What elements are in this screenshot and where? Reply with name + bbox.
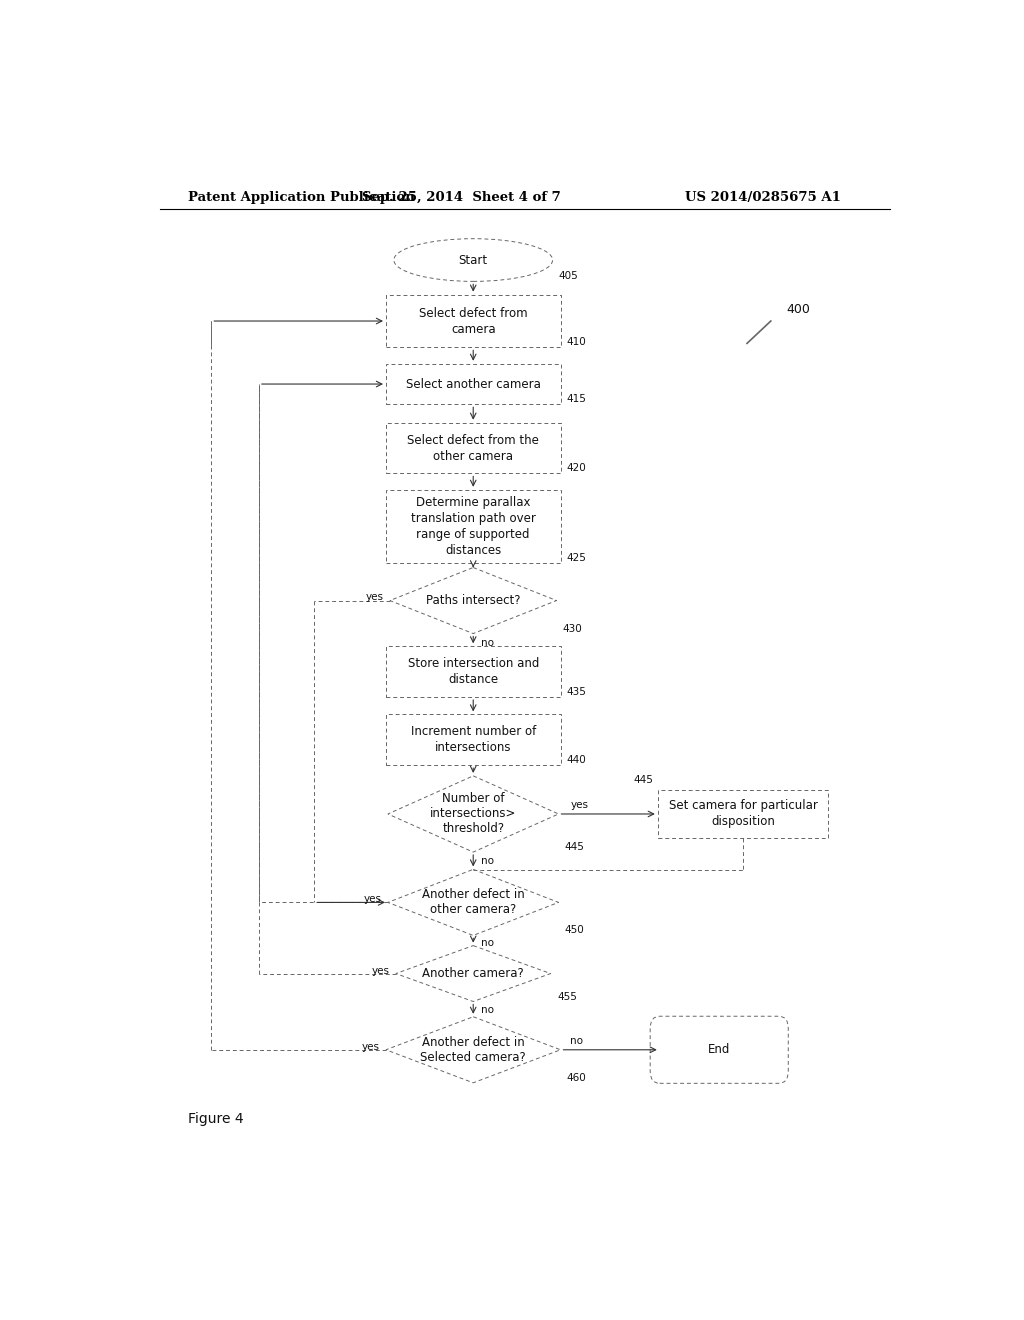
Text: Start: Start — [459, 253, 487, 267]
FancyBboxPatch shape — [386, 422, 560, 474]
Text: 450: 450 — [565, 925, 585, 936]
Text: yes: yes — [372, 965, 389, 975]
FancyBboxPatch shape — [657, 789, 828, 838]
Text: no: no — [481, 939, 495, 949]
Text: no: no — [481, 857, 495, 866]
FancyBboxPatch shape — [386, 647, 560, 697]
Text: 445: 445 — [634, 775, 653, 784]
Text: Increment number of
intersections: Increment number of intersections — [411, 725, 536, 754]
Text: yes: yes — [366, 593, 384, 602]
Text: Another defect in
Selected camera?: Another defect in Selected camera? — [420, 1036, 526, 1064]
Text: Another defect in
other camera?: Another defect in other camera? — [422, 888, 524, 916]
Text: Number of
intersections>
threshold?: Number of intersections> threshold? — [430, 792, 516, 836]
Text: Store intersection and
distance: Store intersection and distance — [408, 657, 539, 686]
Text: Determine parallax
translation path over
range of supported
distances: Determine parallax translation path over… — [411, 496, 536, 557]
Polygon shape — [386, 1016, 560, 1082]
Polygon shape — [396, 945, 551, 1002]
Text: 420: 420 — [567, 463, 587, 474]
Text: Paths intersect?: Paths intersect? — [426, 594, 520, 607]
Text: 400: 400 — [786, 304, 811, 315]
Text: 425: 425 — [567, 553, 587, 562]
Text: Figure 4: Figure 4 — [187, 1111, 243, 1126]
FancyBboxPatch shape — [386, 294, 560, 347]
Text: yes: yes — [364, 895, 382, 904]
Text: 445: 445 — [565, 842, 585, 853]
Text: End: End — [708, 1043, 730, 1056]
Text: 430: 430 — [563, 623, 583, 634]
Text: 435: 435 — [567, 688, 587, 697]
Text: 410: 410 — [567, 338, 587, 347]
Text: yes: yes — [570, 800, 589, 810]
Text: 415: 415 — [567, 395, 587, 404]
Polygon shape — [390, 568, 557, 634]
Text: US 2014/0285675 A1: US 2014/0285675 A1 — [685, 190, 841, 203]
Text: Select another camera: Select another camera — [406, 378, 541, 391]
Text: yes: yes — [361, 1041, 380, 1052]
Text: Set camera for particular
disposition: Set camera for particular disposition — [669, 800, 817, 829]
FancyBboxPatch shape — [386, 714, 560, 766]
Text: 455: 455 — [557, 991, 577, 1002]
Ellipse shape — [394, 239, 553, 281]
Text: Patent Application Publication: Patent Application Publication — [187, 190, 415, 203]
Text: Select defect from
camera: Select defect from camera — [419, 306, 527, 335]
Text: Select defect from the
other camera: Select defect from the other camera — [408, 433, 540, 462]
Polygon shape — [388, 776, 558, 853]
Text: 440: 440 — [567, 755, 587, 766]
FancyBboxPatch shape — [650, 1016, 788, 1084]
FancyBboxPatch shape — [386, 364, 560, 404]
Text: no: no — [481, 638, 495, 648]
Text: 405: 405 — [559, 272, 579, 281]
Polygon shape — [388, 870, 558, 936]
Text: Another camera?: Another camera? — [422, 968, 524, 979]
Text: Sep. 25, 2014  Sheet 4 of 7: Sep. 25, 2014 Sheet 4 of 7 — [361, 190, 561, 203]
FancyBboxPatch shape — [386, 490, 560, 562]
Text: 460: 460 — [567, 1073, 587, 1082]
Text: no: no — [481, 1005, 495, 1015]
Text: no: no — [570, 1036, 583, 1045]
